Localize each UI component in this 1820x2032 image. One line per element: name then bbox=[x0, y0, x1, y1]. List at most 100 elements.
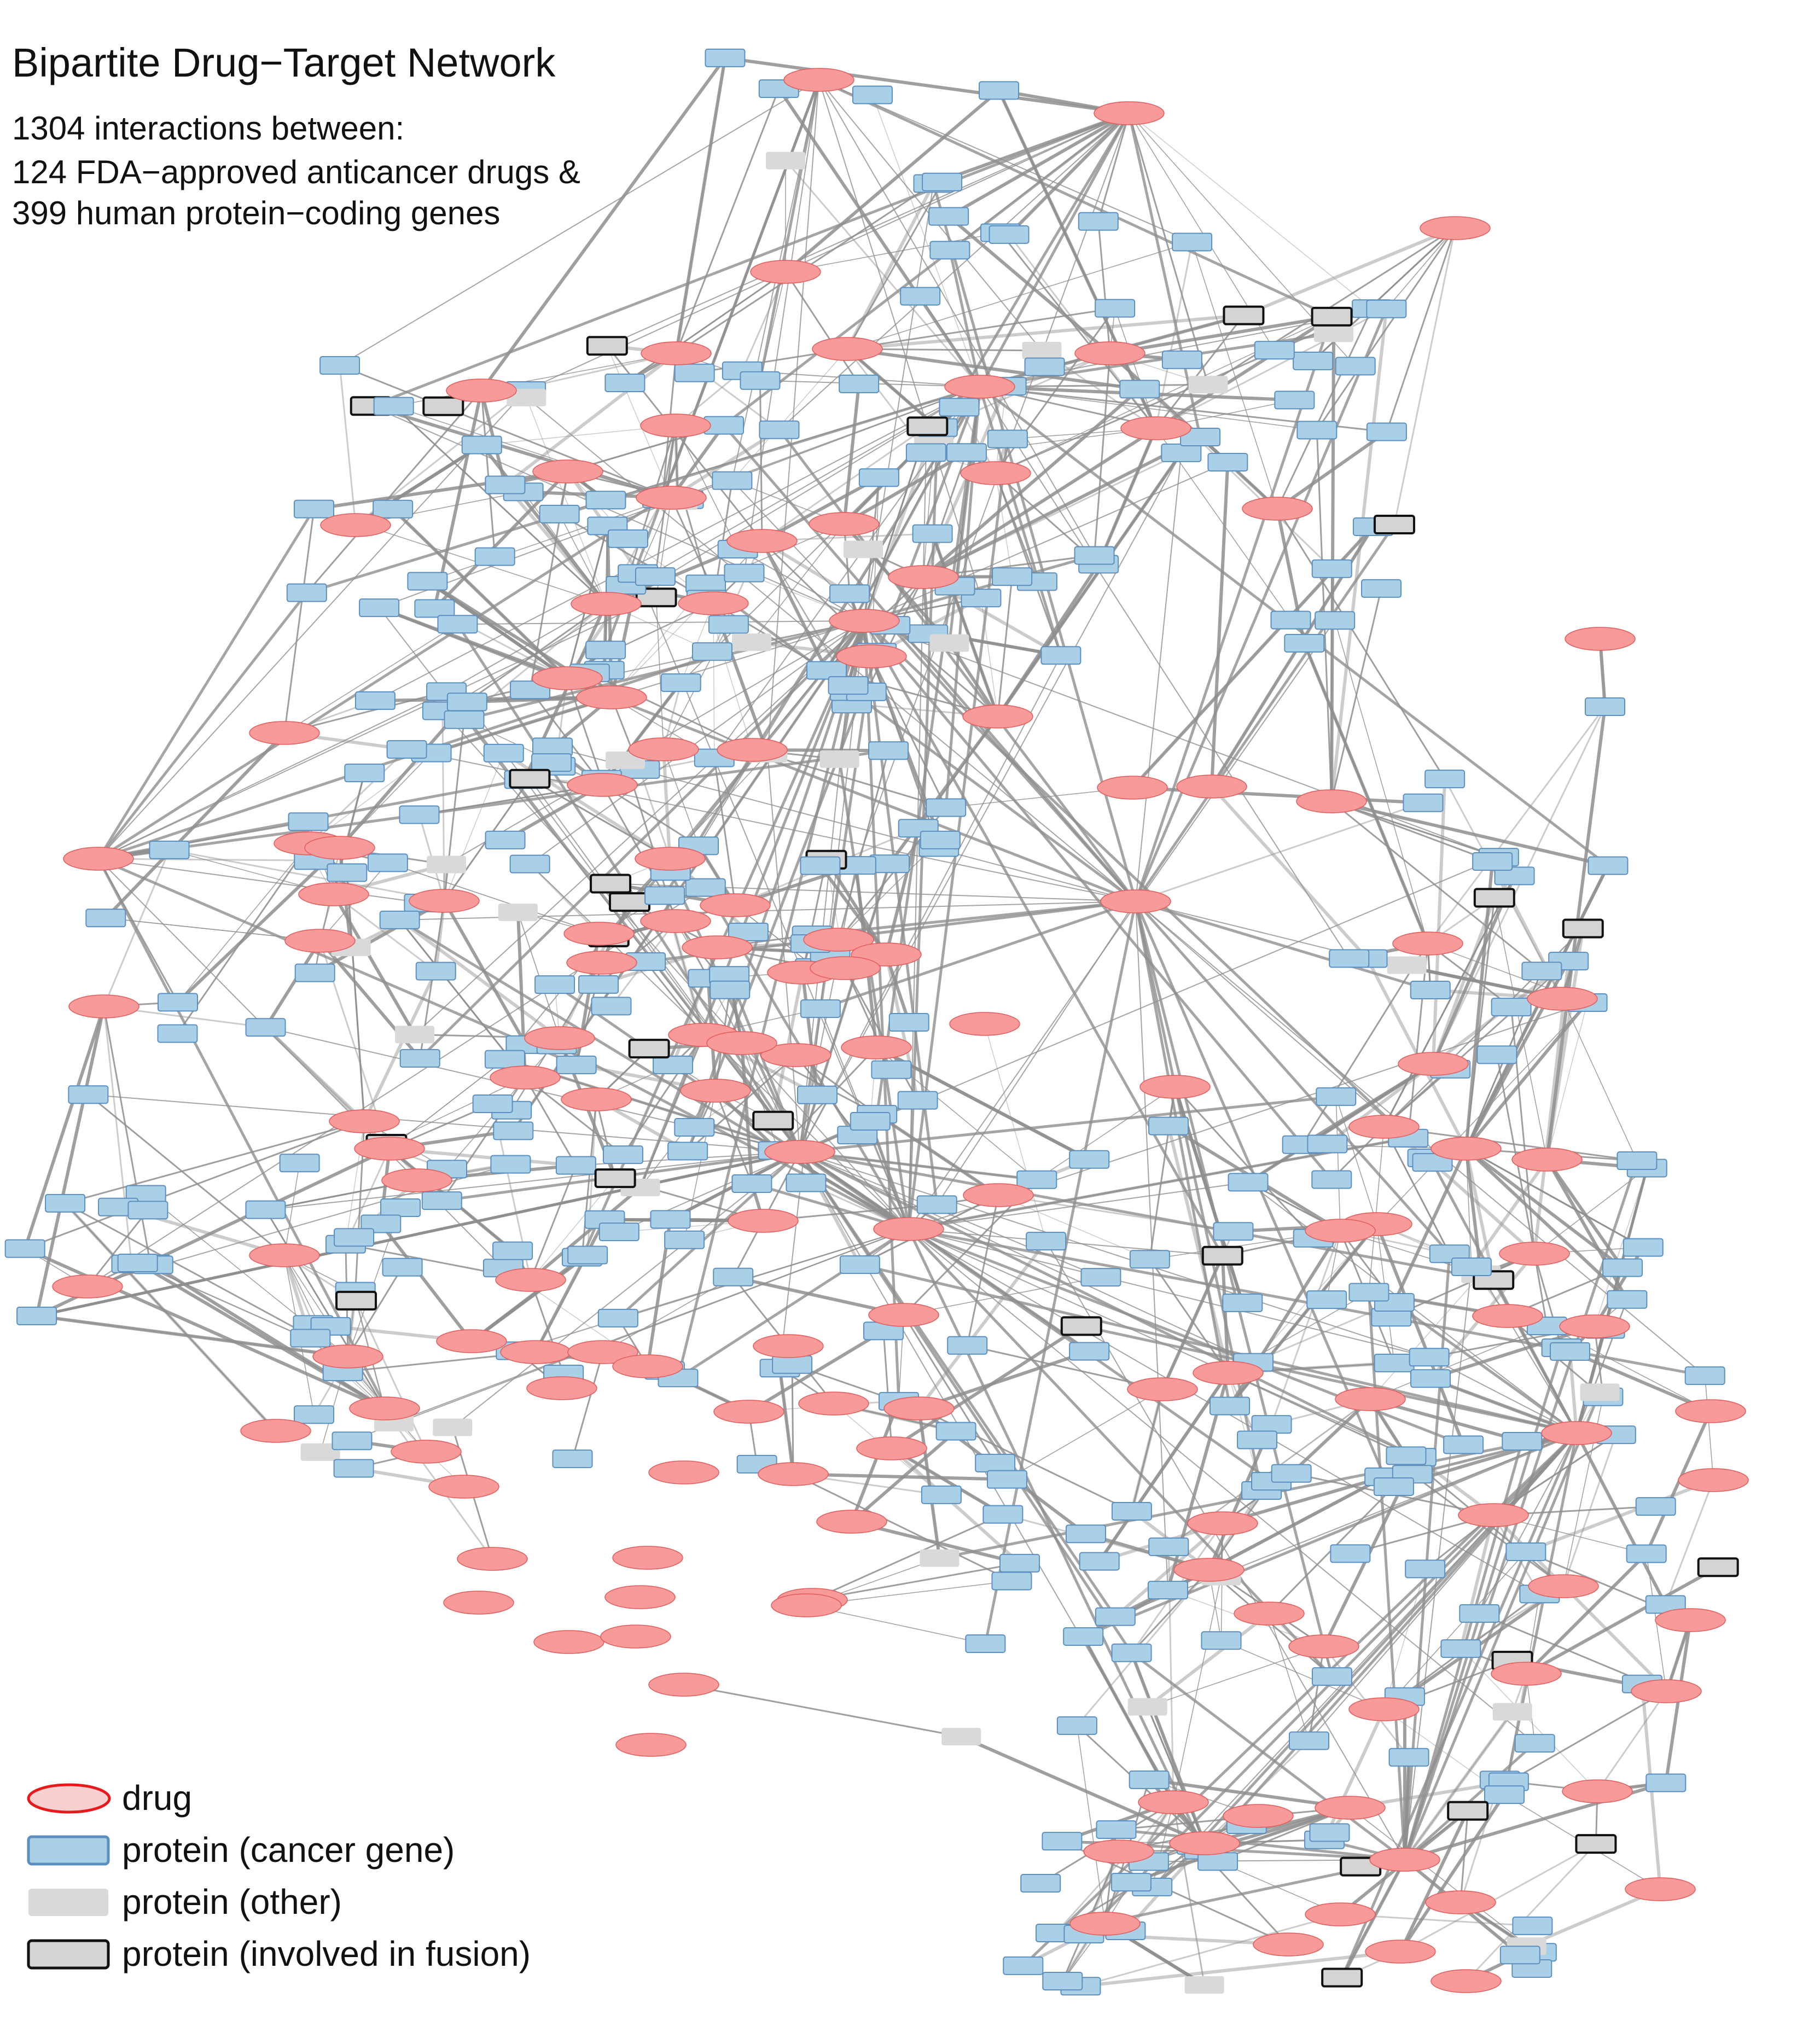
interaction-edge bbox=[1080, 1950, 1401, 1988]
drug-node bbox=[829, 609, 900, 633]
drug-node bbox=[446, 379, 517, 403]
interaction-edge bbox=[1525, 1552, 1648, 1675]
drug-node bbox=[1305, 1219, 1376, 1243]
drug-node bbox=[490, 1066, 561, 1090]
protein-fusion-node bbox=[1223, 305, 1265, 325]
protein-cancer-gene-node bbox=[157, 1024, 198, 1043]
protein-cancer-gene-node bbox=[319, 356, 360, 375]
protein-cancer-gene-node bbox=[85, 909, 126, 928]
protein-cancer-gene-node bbox=[991, 1571, 1032, 1591]
interaction-edge bbox=[1335, 1096, 1341, 1231]
interaction-edge bbox=[725, 56, 1130, 115]
drug-node bbox=[1431, 1137, 1502, 1161]
interaction-edge bbox=[607, 345, 672, 498]
interaction-edge bbox=[370, 112, 1130, 407]
interaction-edge bbox=[516, 1228, 909, 1352]
protein-cancer-gene-node bbox=[1335, 357, 1376, 376]
protein-cancer-gene-node bbox=[759, 420, 800, 439]
interaction-edge bbox=[1644, 1410, 1712, 1554]
drug-node bbox=[1369, 1848, 1440, 1872]
protein-cancer-gene-node bbox=[1472, 852, 1513, 871]
interaction-edge bbox=[1135, 900, 1451, 1255]
interaction-edge bbox=[885, 828, 920, 955]
protein-cancer-gene-node bbox=[1348, 1283, 1389, 1302]
drug-node bbox=[1127, 1377, 1198, 1401]
protein-cancer-gene-node bbox=[1197, 1852, 1238, 1871]
interaction-edge bbox=[339, 753, 432, 848]
drug-node bbox=[563, 922, 635, 946]
protein-cancer-gene-node bbox=[1329, 949, 1370, 968]
interaction-edge bbox=[98, 390, 526, 859]
drug-node bbox=[798, 1391, 869, 1416]
interaction-edge bbox=[1594, 1168, 1648, 1327]
drug-node bbox=[1491, 1662, 1562, 1686]
interaction-edge bbox=[1407, 943, 1429, 1138]
interaction-edge bbox=[1316, 228, 1456, 431]
interaction-edge bbox=[379, 1222, 473, 1342]
protein-fusion-node bbox=[608, 892, 650, 912]
interaction-edge bbox=[1207, 227, 1456, 386]
protein-fusion-node bbox=[906, 416, 949, 436]
protein-cancer-gene-node bbox=[912, 524, 953, 543]
interaction-edge bbox=[534, 1219, 607, 1353]
drug-node bbox=[567, 773, 638, 797]
drug-node bbox=[329, 1109, 400, 1133]
drug-node bbox=[1472, 1304, 1543, 1328]
interaction-edge bbox=[137, 1261, 386, 1410]
interaction-edge bbox=[97, 592, 308, 860]
interaction-edge bbox=[559, 386, 980, 515]
interaction-edge bbox=[1367, 1292, 1406, 1860]
protein-cancer-gene-node bbox=[333, 1459, 374, 1478]
drug-node bbox=[495, 1268, 566, 1292]
drug-node bbox=[706, 1031, 777, 1055]
protein-cancer-gene-node bbox=[1237, 1430, 1278, 1449]
interaction-edge bbox=[737, 549, 865, 621]
interaction-edge bbox=[265, 1209, 386, 1409]
interaction-edge bbox=[98, 857, 577, 1067]
interaction-edge bbox=[1562, 998, 1638, 1161]
protein-cancer-gene-node bbox=[1374, 1353, 1415, 1372]
protein-cancer-gene-node bbox=[1065, 1524, 1106, 1544]
protein-cancer-gene-node bbox=[928, 207, 969, 226]
legend-fusion-label: protein (involved in fusion) bbox=[122, 1934, 531, 1973]
protein-cancer-gene-node bbox=[1499, 1946, 1540, 1965]
interaction-edge bbox=[1460, 1810, 1469, 1903]
protein-cancer-gene-node bbox=[1271, 1464, 1312, 1483]
protein-cancer-gene-node bbox=[474, 547, 515, 566]
interaction-edge bbox=[1131, 1389, 1164, 1512]
protein-cancer-gene-node bbox=[786, 1173, 827, 1192]
interaction-edge bbox=[176, 846, 341, 1004]
protein-fusion-node bbox=[1697, 1557, 1739, 1577]
protein-cancer-gene-node bbox=[710, 980, 751, 999]
protein-cancer-gene-node bbox=[1366, 422, 1407, 441]
interaction-edge bbox=[1134, 901, 1231, 1406]
drug-node bbox=[963, 1183, 1034, 1207]
interaction-edge bbox=[779, 1368, 794, 1475]
interaction-edge bbox=[1331, 800, 1499, 858]
drug-node bbox=[962, 704, 1033, 729]
protein-cancer-gene-node bbox=[1056, 1716, 1097, 1735]
interaction-edge bbox=[1526, 1888, 1661, 1948]
interaction-edge bbox=[347, 1267, 403, 1357]
drug-node bbox=[750, 260, 821, 284]
interaction-edge bbox=[97, 498, 664, 860]
drug-node bbox=[764, 1140, 835, 1164]
protein-cancer-gene-node bbox=[1330, 1544, 1371, 1563]
protein-cancer-gene-node bbox=[461, 435, 502, 455]
protein-cancer-gene-node bbox=[483, 743, 524, 762]
interaction-edge bbox=[1221, 1640, 1385, 1710]
drug-node bbox=[1315, 1796, 1386, 1820]
protein-cancer-gene-node bbox=[1514, 1734, 1555, 1753]
drug-node bbox=[1187, 1511, 1258, 1535]
drug-node bbox=[600, 1625, 671, 1649]
interaction-edge bbox=[1036, 1086, 1176, 1180]
interaction-edge bbox=[918, 1349, 1090, 1410]
interaction-edge bbox=[870, 656, 947, 808]
drug-node bbox=[63, 847, 134, 871]
legend-cancer-gene-label: protein (cancer gene) bbox=[122, 1830, 455, 1870]
drug-node bbox=[1365, 1940, 1436, 1964]
protein-cancer-gene-node bbox=[552, 1449, 593, 1469]
interaction-edge bbox=[1081, 1324, 1577, 1435]
protein-cancer-gene-node bbox=[1129, 1770, 1170, 1789]
protein-other-node bbox=[732, 633, 772, 651]
